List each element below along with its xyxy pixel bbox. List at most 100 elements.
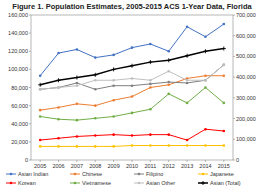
point bbox=[76, 119, 79, 122]
point bbox=[203, 49, 207, 53]
series-line bbox=[40, 49, 224, 85]
point bbox=[94, 134, 97, 137]
x-tick bbox=[187, 160, 188, 162]
x-tick-label: 2015 bbox=[218, 163, 230, 169]
point bbox=[204, 144, 207, 147]
point bbox=[112, 54, 115, 57]
point bbox=[57, 78, 61, 82]
point bbox=[112, 84, 115, 87]
point bbox=[39, 88, 42, 91]
y-tick-label: 100,000 bbox=[8, 66, 28, 72]
chart: Figure 1. Population Estimates, 2005-201… bbox=[0, 0, 264, 191]
y-tick bbox=[29, 15, 31, 16]
y-tick-label: 20,000 bbox=[11, 139, 28, 145]
x-tick bbox=[113, 160, 114, 162]
y2-tick-label: 300,000 bbox=[236, 95, 256, 101]
point bbox=[204, 128, 207, 131]
x-tick-label: 2009 bbox=[108, 163, 120, 169]
point bbox=[112, 67, 116, 71]
point bbox=[93, 73, 97, 77]
point bbox=[94, 145, 97, 148]
y2-tick bbox=[233, 15, 235, 16]
x-tick-label: 2006 bbox=[52, 163, 64, 169]
y-tick-label: 80,000 bbox=[11, 85, 28, 91]
x-tick bbox=[132, 160, 133, 162]
point bbox=[149, 79, 152, 82]
point bbox=[131, 95, 134, 98]
y2-tick-label: 600,000 bbox=[236, 33, 256, 39]
point bbox=[186, 139, 189, 142]
point bbox=[39, 139, 42, 142]
point bbox=[57, 137, 60, 140]
x-tick bbox=[168, 160, 169, 162]
x-tick-label: 2013 bbox=[181, 163, 193, 169]
point bbox=[57, 106, 60, 109]
x-tick bbox=[40, 160, 41, 162]
title: Figure 1. Population Estimates, 2005-201… bbox=[12, 2, 252, 11]
point bbox=[148, 60, 152, 64]
y-tick bbox=[29, 141, 31, 142]
point bbox=[131, 134, 134, 137]
legend-marker bbox=[202, 173, 205, 176]
y-tick-label: 0 bbox=[25, 157, 28, 163]
y-tick-label: 160,000 bbox=[8, 12, 28, 18]
point bbox=[38, 83, 42, 87]
point bbox=[39, 115, 42, 118]
point bbox=[186, 82, 189, 85]
point bbox=[131, 144, 134, 147]
point bbox=[76, 103, 79, 106]
legend-label: Filipino bbox=[146, 171, 163, 177]
point bbox=[57, 145, 60, 148]
x-tick bbox=[150, 160, 151, 162]
legend-label: Asian (Total) bbox=[210, 180, 241, 186]
x-tick bbox=[223, 160, 224, 162]
legend-marker bbox=[10, 173, 13, 176]
legend-marker bbox=[74, 173, 77, 176]
point bbox=[39, 74, 42, 77]
x-tick-label: 2014 bbox=[199, 163, 211, 169]
legend-label: Korean bbox=[18, 180, 36, 186]
legend-swatch bbox=[6, 183, 16, 184]
point bbox=[57, 86, 60, 89]
point bbox=[223, 64, 226, 67]
plot-frame bbox=[31, 15, 233, 160]
legend-marker bbox=[138, 182, 141, 185]
legend-swatch bbox=[134, 183, 144, 184]
y2-tick-label: 400,000 bbox=[236, 74, 256, 80]
point bbox=[94, 117, 97, 120]
y2-tick bbox=[233, 97, 235, 98]
y-tick bbox=[29, 69, 31, 70]
point bbox=[223, 130, 226, 133]
point bbox=[76, 84, 79, 87]
y-tick-label: 140,000 bbox=[8, 30, 28, 36]
point bbox=[112, 79, 115, 82]
point bbox=[149, 83, 152, 86]
y-tick bbox=[29, 105, 31, 106]
point bbox=[222, 47, 226, 51]
legend-label: Asian Indian bbox=[18, 171, 48, 177]
y2-tick bbox=[233, 77, 235, 78]
x-tick-label: 2005 bbox=[34, 163, 46, 169]
x-tick bbox=[58, 160, 59, 162]
point bbox=[76, 145, 79, 148]
point bbox=[204, 79, 207, 82]
point bbox=[39, 88, 42, 91]
legend-label: Japanese bbox=[210, 171, 234, 177]
y-tick bbox=[29, 160, 31, 161]
legend-swatch bbox=[70, 174, 80, 175]
x-tick-label: 2007 bbox=[71, 163, 83, 169]
point bbox=[112, 99, 115, 102]
point bbox=[204, 79, 207, 82]
point bbox=[186, 102, 189, 105]
point bbox=[223, 144, 226, 147]
point bbox=[131, 84, 134, 87]
point bbox=[223, 102, 226, 105]
legend-swatch bbox=[70, 183, 80, 184]
series-line bbox=[40, 88, 224, 121]
point bbox=[39, 109, 42, 112]
legend-marker bbox=[201, 181, 205, 185]
x-tick-label: 2012 bbox=[163, 163, 175, 169]
x-tick bbox=[95, 160, 96, 162]
plot-area bbox=[38, 23, 226, 148]
y2-tick bbox=[233, 139, 235, 140]
